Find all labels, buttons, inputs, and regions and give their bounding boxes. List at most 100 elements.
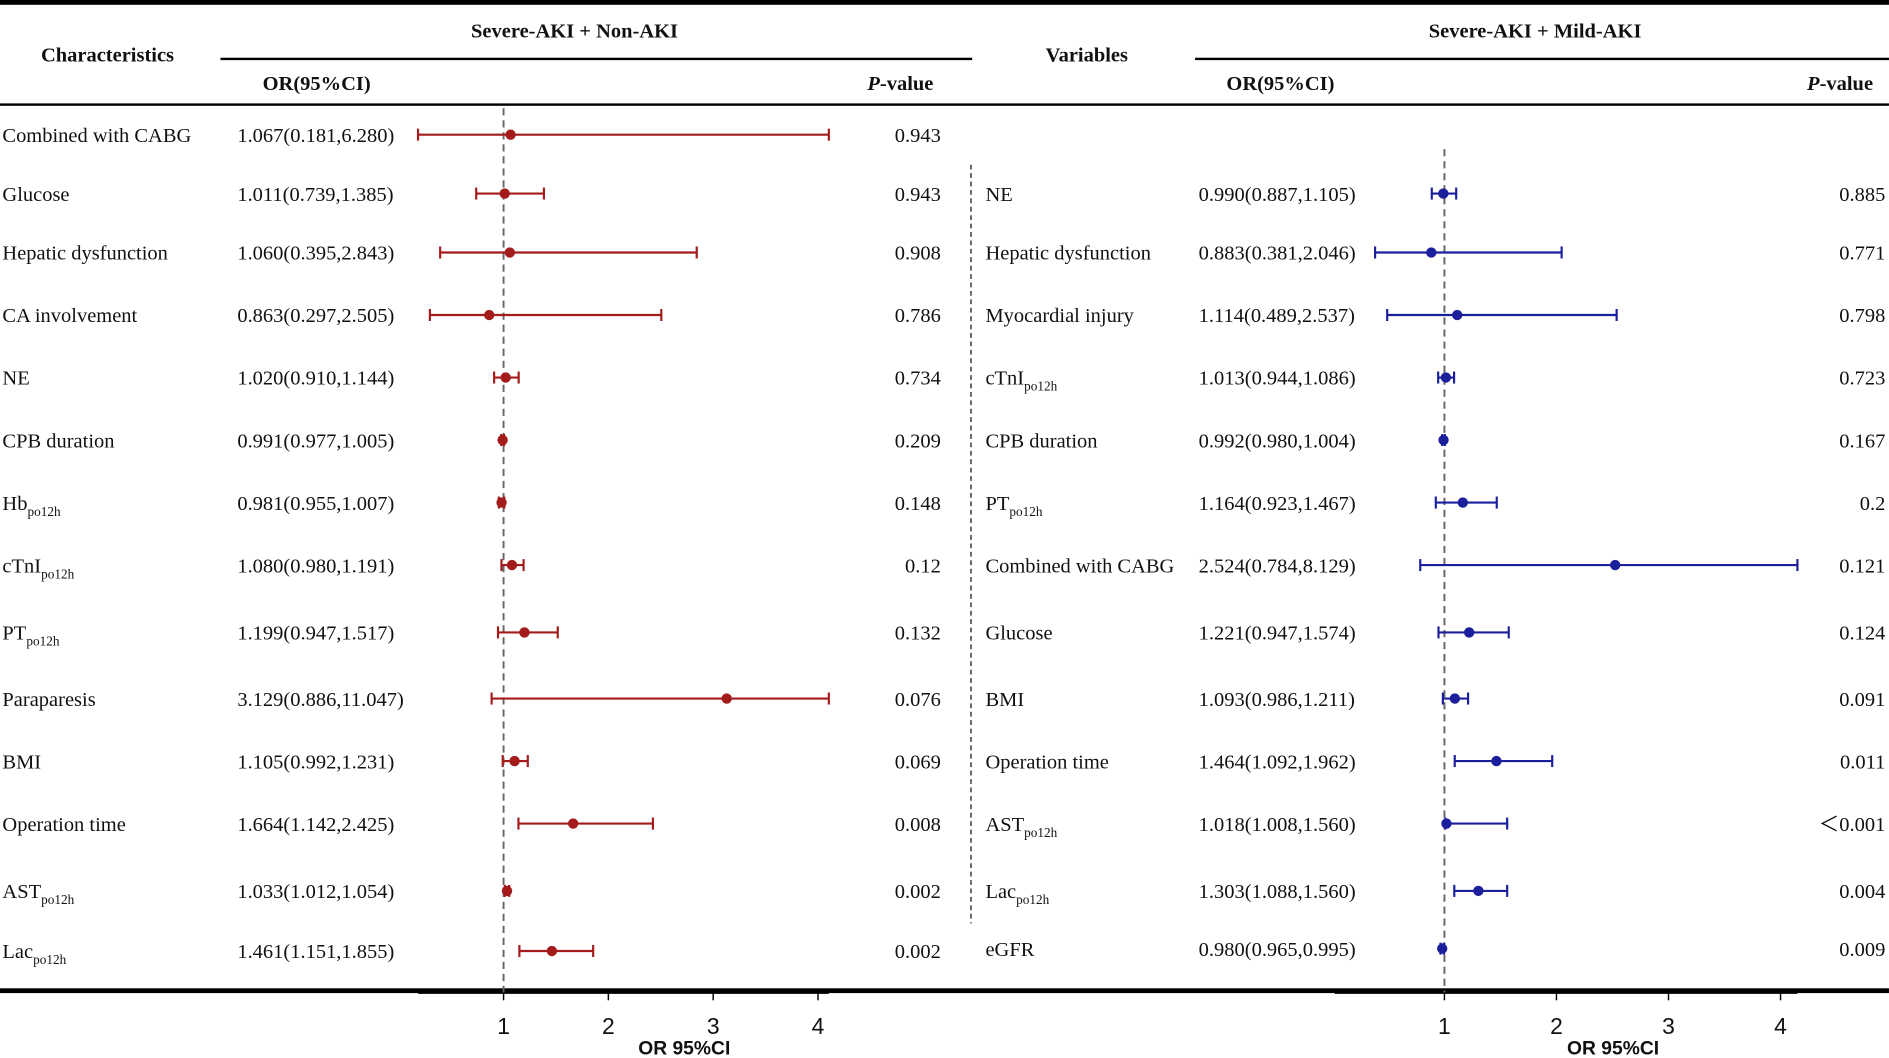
left-row-p-value: 0.002 xyxy=(894,880,941,903)
right-row-label-text: Glucose xyxy=(985,621,1053,645)
right-row-label-text: cTnI xyxy=(985,366,1025,390)
left-point-estimate xyxy=(519,627,530,638)
left-x-tick-label: 4 xyxy=(812,1013,825,1039)
left-row-p-value: 0.008 xyxy=(894,812,941,836)
left-row-label-text: Combined with CABG xyxy=(2,123,192,147)
right-row-label: PTpo12h xyxy=(985,492,1042,520)
left-row-or-ci: 1.020(0.910,1.144) xyxy=(237,366,395,390)
left-row-label: NE xyxy=(2,367,29,391)
left-p-rest: -value xyxy=(879,72,934,95)
right-row-label-text: CPB duration xyxy=(985,429,1098,453)
left-row-label-text: PT xyxy=(2,621,27,645)
left-row-label-subscript: po12h xyxy=(33,953,67,968)
right-point-estimate xyxy=(1452,309,1463,321)
right-row-or-ci: 0.990(0.887,1.105) xyxy=(1198,182,1356,206)
left-row-or-ci: 1.060(0.395,2.843) xyxy=(237,241,395,265)
right-row-label-text: AST xyxy=(985,812,1025,836)
right-row-label-text: Operation time xyxy=(985,750,1109,774)
right-row-or-ci: 1.114(0.489,2.537) xyxy=(1198,304,1355,328)
left-row-label-text: BMI xyxy=(2,750,42,774)
right-row-label-text: eGFR xyxy=(985,937,1035,961)
right-row-label: Operation time xyxy=(985,750,1108,774)
left-x-tick-label: 1 xyxy=(497,1013,510,1039)
right-row-p-value: 0.004 xyxy=(1839,880,1886,903)
right-point-estimate xyxy=(1426,247,1437,258)
right-row-or-ci: 1.093(0.986,1.211) xyxy=(1198,687,1355,711)
right-row-p-value: 0.124 xyxy=(1839,621,1886,645)
right-point-estimate xyxy=(1609,559,1621,571)
left-row-label-subscript: po12h xyxy=(26,634,60,650)
left-point-estimate xyxy=(504,247,516,258)
right-row-p-value: 0.2 xyxy=(1859,491,1886,515)
left-point-estimate xyxy=(497,434,508,446)
left-row-label-text: Glucose xyxy=(2,182,70,206)
right-row-label-text: BMI xyxy=(985,687,1025,711)
left-row-label: Hepatic dysfunction xyxy=(2,242,168,266)
left-row-label: Operation time xyxy=(2,813,125,837)
right-row-p-value: 0.121 xyxy=(1839,554,1886,578)
left-p-italic: P xyxy=(867,72,880,95)
left-point-estimate xyxy=(484,309,495,321)
right-row-p-value: 0.798 xyxy=(1839,304,1886,328)
right-row-label: eGFR xyxy=(985,938,1034,962)
right-row-label-subscript: po12h xyxy=(1024,379,1058,395)
right-row-p-value: 0.723 xyxy=(1839,366,1886,390)
left-row-label: Combined with CABG xyxy=(2,124,191,148)
left-point-estimate xyxy=(567,818,579,829)
right-p-rest: -value xyxy=(1819,72,1874,95)
right-point-estimate xyxy=(1440,372,1452,383)
right-row-or-ci: 0.883(0.381,2.046) xyxy=(1198,241,1356,265)
right-row-label: Combined with CABG xyxy=(985,554,1174,578)
left-point-estimate xyxy=(505,129,516,140)
right-row-or-ci: 1.018(1.008,1.560) xyxy=(1198,812,1356,836)
left-x-tick-label: 2 xyxy=(602,1013,615,1039)
right-row-p-value: 0.091 xyxy=(1839,687,1886,711)
right-point-estimate xyxy=(1441,818,1452,829)
left-row-or-ci: 1.067(0.181,6.280) xyxy=(237,123,395,147)
left-point-estimate xyxy=(721,693,732,704)
right-row-or-ci: 1.164(0.923,1.467) xyxy=(1198,491,1356,515)
left-row-p-value: 0.132 xyxy=(894,621,941,645)
left-row-label-text: Paraparesis xyxy=(2,687,96,711)
left-row-p-value: 0.148 xyxy=(894,491,941,515)
left-row-label: Hbpo12h xyxy=(2,492,60,520)
right-row-or-ci: 1.221(0.947,1.574) xyxy=(1198,621,1356,645)
right-point-estimate xyxy=(1464,627,1475,638)
left-row-label-text: NE xyxy=(2,366,30,390)
left-row-label: cTnIpo12h xyxy=(2,554,75,582)
left-row-label: Lacpo12h xyxy=(2,940,67,968)
right-point-estimate xyxy=(1438,188,1449,199)
right-p-italic: P xyxy=(1807,72,1820,95)
right-row-label: Lacpo12h xyxy=(985,880,1049,908)
right-row-label: Myocardial injury xyxy=(985,304,1133,328)
right-row-p-value: 0.009 xyxy=(1839,937,1886,961)
left-row-or-ci: 3.129(0.886,11.047) xyxy=(237,687,404,711)
left-group-underline xyxy=(220,57,973,61)
left-row-label-subscript: po12h xyxy=(41,893,75,908)
left-row-or-ci: 1.199(0.947,1.517) xyxy=(237,621,395,645)
right-x-tick-label: 1 xyxy=(1438,1013,1451,1039)
left-row-label: ASTpo12h xyxy=(2,880,75,908)
left-characteristics-header: Characteristics xyxy=(40,43,175,67)
left-row-label-subscript: po12h xyxy=(41,567,75,582)
left-x-axis-title: OR 95%CI xyxy=(638,1038,730,1058)
right-group-title: Severe-AKI + Mild-AKI xyxy=(1428,19,1642,43)
right-group-underline xyxy=(1195,57,1889,61)
left-row-p-value: 0.908 xyxy=(894,241,941,265)
right-row-p-value: 0.771 xyxy=(1839,241,1886,265)
left-point-estimate xyxy=(499,188,510,199)
right-row-or-ci: 1.013(0.944,1.086) xyxy=(1198,366,1356,390)
left-row-or-ci: 1.033(1.012,1.054) xyxy=(237,880,395,903)
right-x-tick-label: 2 xyxy=(1550,1013,1563,1039)
left-row-p-value: 0.943 xyxy=(894,123,941,147)
right-row-or-ci: 1.464(1.092,1.962) xyxy=(1198,750,1356,774)
left-point-estimate xyxy=(501,885,513,897)
left-row-or-ci: 1.664(1.142,2.425) xyxy=(237,812,395,836)
left-row-label-text: CA involvement xyxy=(2,304,138,328)
left-row-or-ci: 1.080(0.980,1.191) xyxy=(237,554,395,578)
left-row-label-text: Operation time xyxy=(2,812,126,836)
right-row-p-value: 0.167 xyxy=(1839,429,1886,453)
